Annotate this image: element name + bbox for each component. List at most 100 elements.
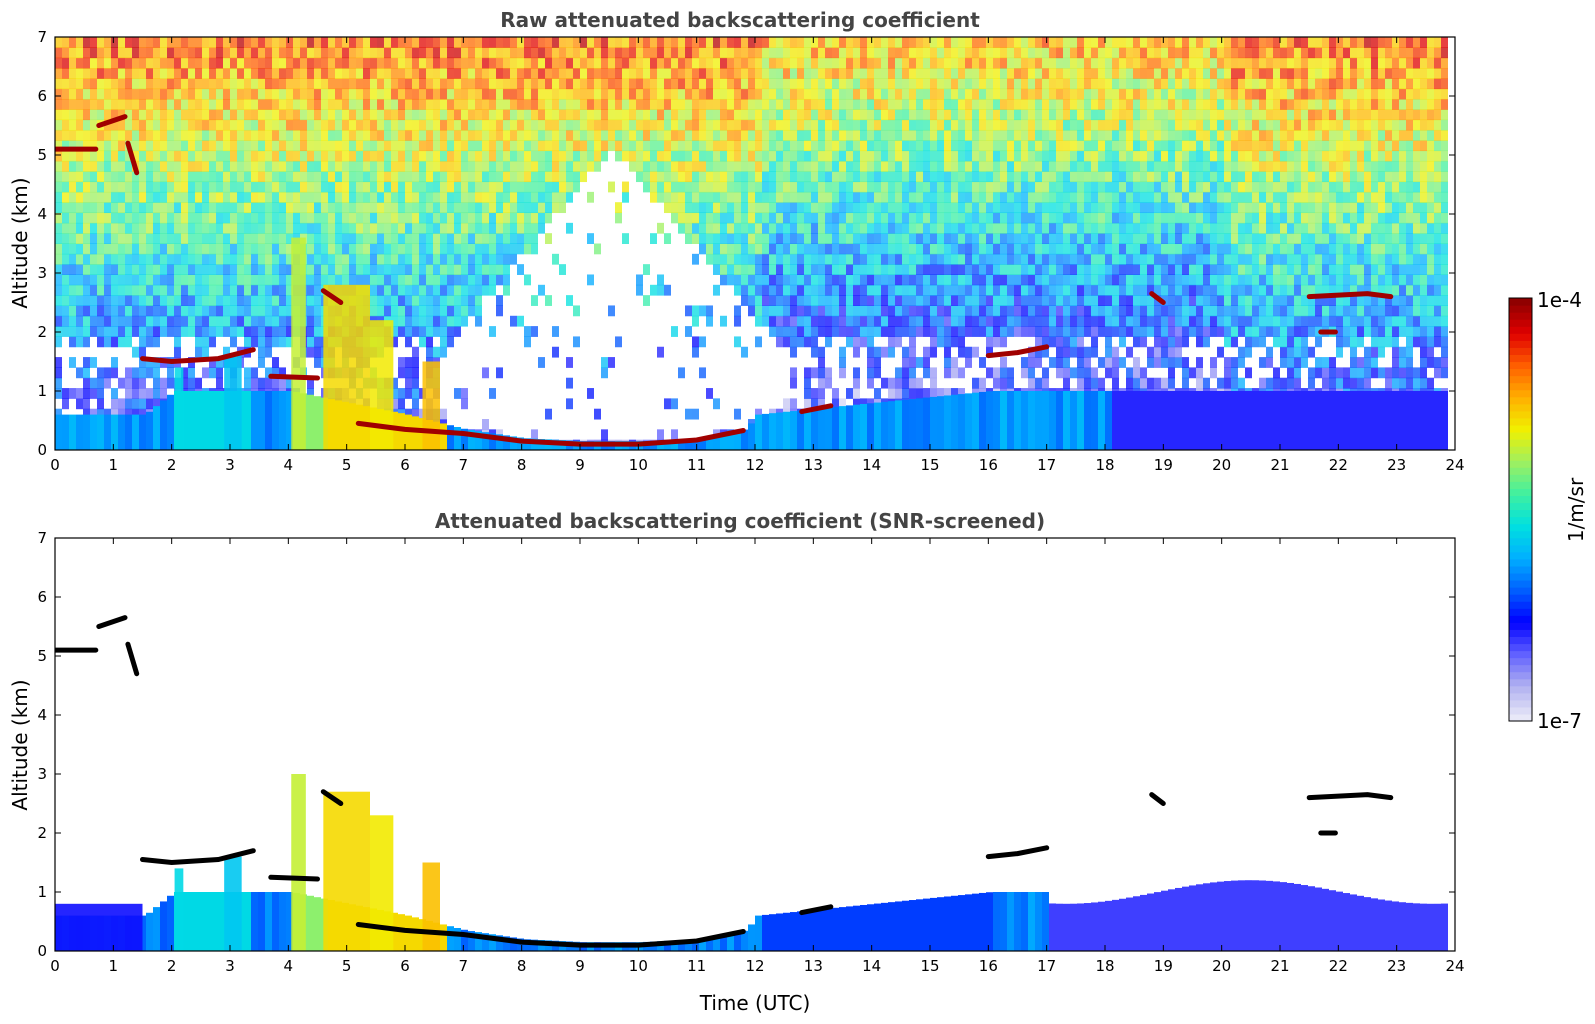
heatmap-cell [776,78,783,90]
heatmap-cell [930,388,937,399]
heatmap-cell [720,212,727,224]
heatmap-cell [405,212,412,224]
heatmap-cell [930,150,937,162]
heatmap-cell [958,67,965,79]
heatmap-cell [244,336,251,348]
heatmap-cell [881,57,888,69]
heatmap-cell [426,233,433,244]
heatmap-cell [573,98,580,110]
heatmap-cell [993,78,1000,90]
heatmap-cell [503,202,510,214]
heatmap-cell [909,377,916,389]
heatmap-cell [160,295,167,306]
heatmap-cell [1014,326,1021,337]
heatmap-cell [755,37,762,48]
heatmap-cell [671,129,678,141]
heatmap-cell [258,202,265,214]
heatmap-cell [839,171,846,183]
heatmap-cell [811,98,818,110]
heatmap-cell [125,305,132,317]
heatmap-cell [475,253,482,265]
heatmap-cell [188,109,195,121]
heatmap-cell [265,181,272,193]
heatmap-cell [930,233,937,244]
heatmap-cell [202,181,209,193]
heatmap-cell [517,315,524,327]
heatmap-cell [258,98,265,110]
heatmap-cell [958,305,965,317]
heatmap-cell [545,47,552,59]
heatmap-cell [727,57,734,69]
heatmap-cell [482,222,489,234]
heatmap-cell [97,88,104,100]
heatmap-cell [937,305,944,317]
heatmap-cell [503,129,510,141]
heatmap-cell [279,119,286,131]
heatmap-cell [356,150,363,162]
heatmap-cell [580,67,587,79]
heatmap-cell [391,243,398,255]
heatmap-cell [230,67,237,79]
heatmap-cell [895,109,902,121]
heatmap-cell [958,47,965,59]
heatmap-cell [181,295,188,306]
heatmap-cell [951,243,958,255]
heatmap-cell [811,150,818,162]
heatmap-cell [405,181,412,193]
heatmap-cell [426,119,433,131]
heatmap-cell [251,181,258,193]
heatmap-cell [839,202,846,214]
heatmap-cell [545,171,552,183]
heatmap-cell [272,78,279,90]
heatmap-cell [55,57,62,69]
heatmap-cell [818,233,825,244]
heatmap-cell [300,119,307,131]
heatmap-cell [811,243,818,255]
heatmap-cell [125,315,132,327]
heatmap-cell [426,140,433,152]
heatmap-cell [1070,140,1077,152]
heatmap-cell [853,336,860,348]
heatmap-cell [1049,171,1056,183]
heatmap-cell [552,47,559,59]
heatmap-cell [1063,243,1070,255]
heatmap-cell [405,326,412,337]
heatmap-cell [734,150,741,162]
heatmap-cell [797,47,804,59]
heatmap-cell [482,233,489,244]
heatmap-cell [923,346,930,358]
heatmap-cell [279,109,286,121]
heatmap-cell [454,78,461,90]
heatmap-cell [825,336,832,348]
heatmap-cell [104,47,111,59]
heatmap-cell [566,150,573,162]
heatmap-cell [958,295,965,306]
heatmap-cell [846,129,853,141]
heatmap-cell [734,37,741,48]
heatmap-cell [650,181,657,193]
heatmap-cell [125,171,132,183]
heatmap-cell [209,284,216,296]
heatmap-cell [895,388,902,399]
heatmap-cell [867,171,874,183]
heatmap-cell [692,150,699,162]
heatmap-cell [972,284,979,296]
heatmap-cell [391,202,398,214]
heatmap-cell [195,336,202,348]
heatmap-cell [636,140,643,152]
heatmap-cell [916,129,923,141]
heatmap-cell [314,88,321,100]
heatmap-cell [916,326,923,337]
heatmap-cell [468,98,475,110]
heatmap-cell [104,264,111,275]
heatmap-cell [412,377,419,389]
heatmap-cell [1000,88,1007,100]
heatmap-cell [1035,264,1042,275]
heatmap-cell [958,171,965,183]
heatmap-cell [741,37,748,48]
heatmap-cell [412,295,419,306]
heatmap-cell [419,295,426,306]
heatmap-cell [783,78,790,90]
heatmap-cell [951,37,958,48]
heatmap-cell [202,47,209,59]
